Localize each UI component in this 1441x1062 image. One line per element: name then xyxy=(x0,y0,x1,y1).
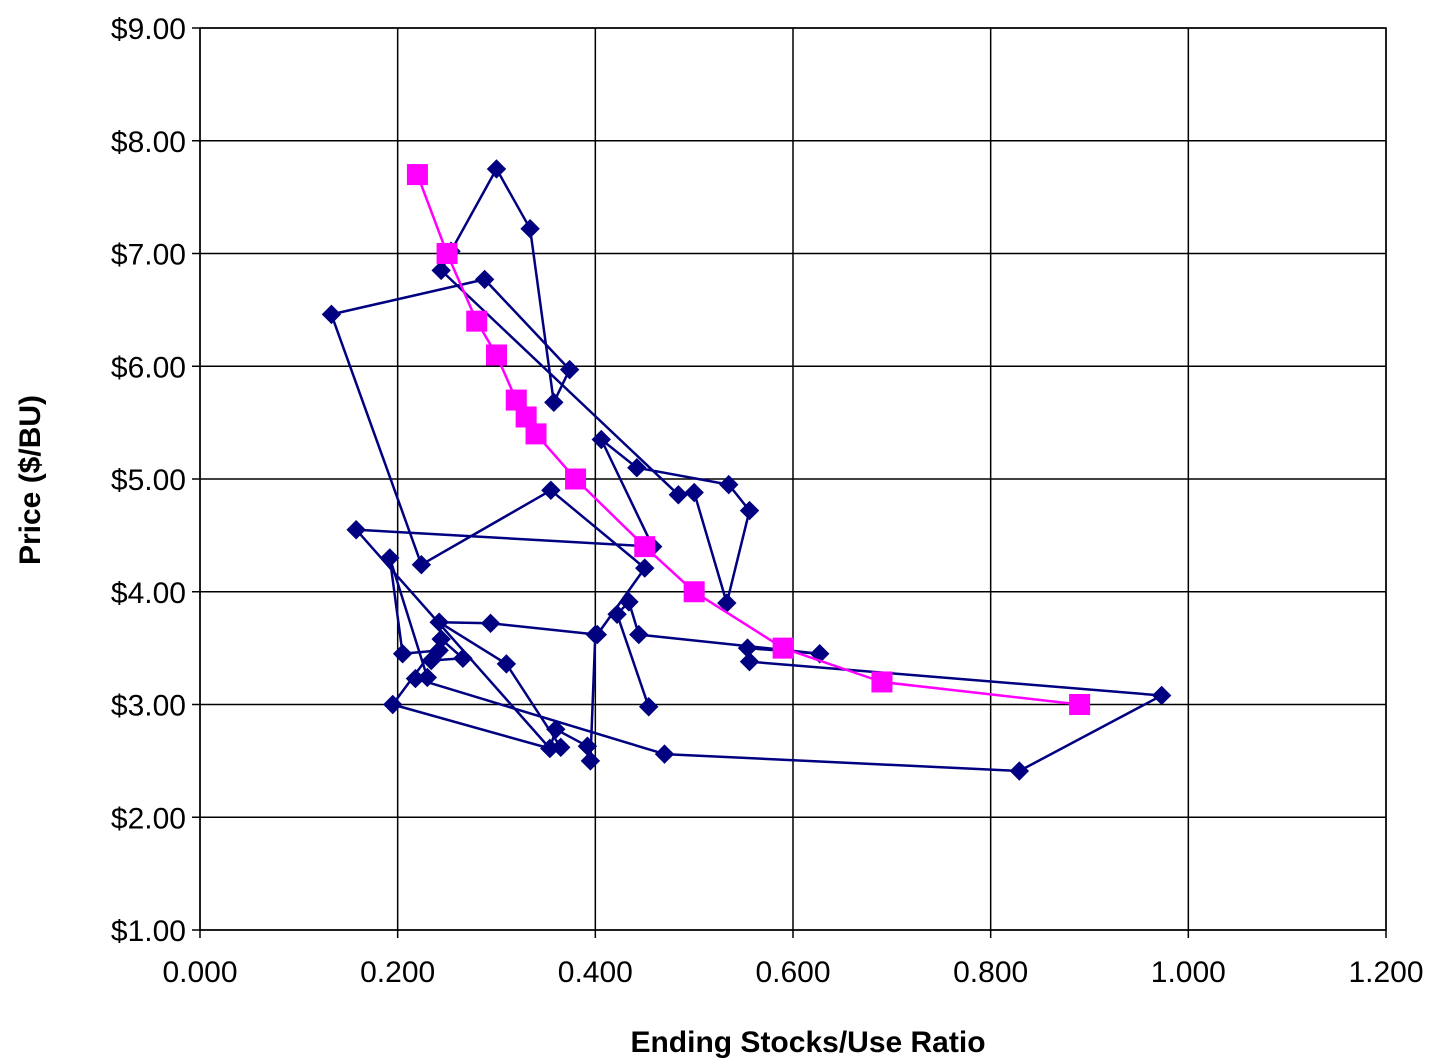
data-point xyxy=(406,164,428,186)
series-layer xyxy=(321,159,1172,781)
data-point xyxy=(1151,685,1172,706)
data-point xyxy=(480,613,501,634)
series-2 xyxy=(406,164,1091,715)
data-point xyxy=(871,671,893,693)
y-tick-label: $8.00 xyxy=(111,126,186,159)
data-point xyxy=(380,548,400,568)
data-point xyxy=(429,640,449,661)
data-point xyxy=(417,667,438,688)
data-point xyxy=(546,719,566,740)
data-point xyxy=(580,751,601,771)
data-point xyxy=(405,668,426,689)
data-point xyxy=(772,637,794,659)
x-axis-title: Ending Stocks/Use Ratio xyxy=(630,1026,985,1059)
y-tick-label: $6.00 xyxy=(111,351,186,384)
x-tick-label: 1.200 xyxy=(1348,956,1423,989)
data-point xyxy=(1069,694,1091,715)
x-tick-label: 0.400 xyxy=(558,956,633,989)
x-tick-label: 1.000 xyxy=(1151,956,1226,989)
axis-tick-labels: 0.000 0.200 0.400 0.600 0.800 1.000 1.200 $1.00… xyxy=(111,13,1424,989)
data-point xyxy=(634,536,656,558)
data-point xyxy=(486,344,507,366)
data-point xyxy=(541,480,561,500)
y-tick-label: $9.00 xyxy=(111,13,186,46)
x-tick-label: 0.800 xyxy=(953,956,1028,989)
data-point xyxy=(684,482,704,503)
series-1 xyxy=(321,159,1172,781)
data-point xyxy=(739,651,760,672)
data-point xyxy=(1009,761,1030,781)
data-point xyxy=(607,604,627,625)
data-point xyxy=(431,260,451,281)
y-tick-label: $2.00 xyxy=(111,802,186,835)
data-point xyxy=(540,738,560,759)
data-point xyxy=(383,694,403,715)
data-point xyxy=(453,648,473,668)
data-point xyxy=(565,468,587,490)
data-point xyxy=(429,612,449,632)
data-point xyxy=(619,592,639,612)
data-point xyxy=(737,638,758,658)
data-point xyxy=(635,558,655,578)
data-point xyxy=(654,744,675,764)
data-point xyxy=(587,624,608,645)
data-point xyxy=(346,520,366,540)
data-point xyxy=(638,697,659,717)
data-point xyxy=(739,500,760,521)
data-point xyxy=(683,581,705,603)
y-tick-label: $4.00 xyxy=(111,577,186,610)
data-point xyxy=(321,304,342,325)
grid xyxy=(192,27,1387,938)
series-line xyxy=(330,167,1163,773)
data-point xyxy=(544,392,564,413)
x-tick-label: 0.000 xyxy=(162,956,237,989)
data-point xyxy=(627,458,647,478)
data-point xyxy=(559,359,580,380)
y-tick-label: $3.00 xyxy=(111,690,186,723)
data-point xyxy=(411,554,432,575)
data-point xyxy=(577,736,598,756)
data-point xyxy=(668,485,689,505)
data-point xyxy=(496,654,517,674)
x-tick-label: 0.600 xyxy=(755,956,830,989)
data-point xyxy=(629,624,649,645)
data-point xyxy=(392,644,413,664)
y-tick-label: $5.00 xyxy=(111,464,186,497)
y-tick-label: $1.00 xyxy=(111,915,186,948)
y-axis-title: Price ($/BU) xyxy=(14,395,47,565)
data-point xyxy=(719,474,739,495)
data-point xyxy=(520,218,540,239)
x-tick-label: 0.200 xyxy=(360,956,435,989)
data-point xyxy=(591,429,611,450)
data-point xyxy=(486,159,507,179)
data-point xyxy=(436,243,458,264)
data-point xyxy=(525,423,547,445)
data-point xyxy=(474,269,495,290)
data-point xyxy=(466,310,488,332)
y-tick-label: $7.00 xyxy=(111,239,186,272)
